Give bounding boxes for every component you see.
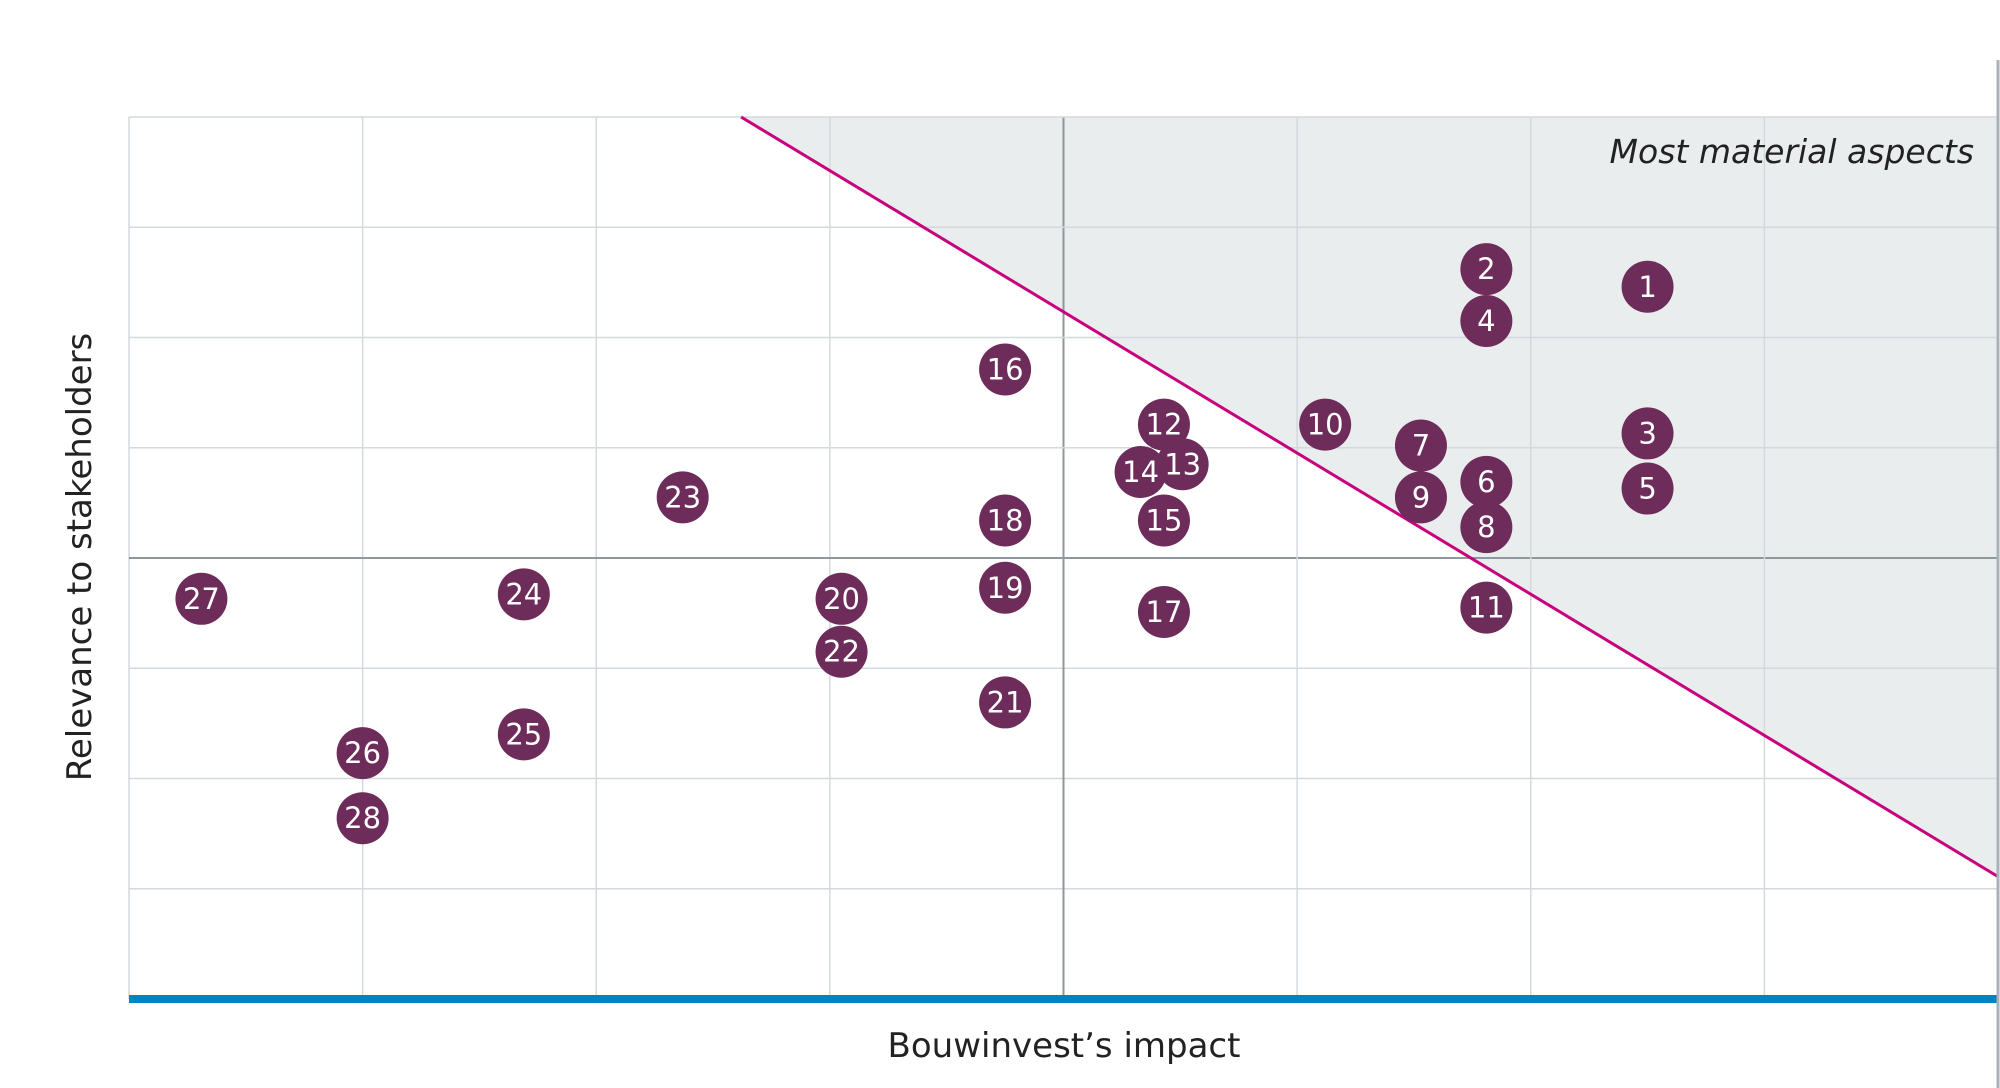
- data-point: 11: [1460, 581, 1513, 634]
- data-point-label: 28: [344, 801, 381, 835]
- data-point: 3: [1621, 407, 1674, 460]
- materiality-threshold-line: [740, 115, 1999, 878]
- data-point: 13: [1156, 438, 1209, 491]
- data-point-label: 13: [1164, 447, 1201, 481]
- data-point-label: 7: [1412, 429, 1430, 463]
- data-point: 17: [1137, 586, 1190, 639]
- data-point-bubble: [336, 727, 389, 780]
- data-point-label: 21: [987, 685, 1024, 719]
- data-point-label: 2: [1477, 252, 1495, 286]
- data-point-bubble: [979, 494, 1032, 547]
- data-point-label: 10: [1307, 408, 1344, 442]
- grid: [128, 116, 1999, 999]
- data-point-label: 26: [344, 736, 381, 770]
- data-point: 1: [1621, 260, 1674, 313]
- data-point-bubble: [1460, 501, 1513, 554]
- data-point-label: 18: [987, 504, 1024, 538]
- data-point: 9: [1394, 471, 1447, 524]
- data-point-bubble: [979, 561, 1032, 614]
- data-point: 5: [1621, 462, 1674, 515]
- data-point-bubble: [497, 708, 550, 761]
- data-point-bubble: [979, 676, 1032, 729]
- data-point-bubble: [336, 792, 389, 845]
- data-point: 27: [175, 572, 228, 625]
- data-point: 4: [1460, 294, 1513, 347]
- data-point: 22: [815, 625, 868, 678]
- data-point-bubble: [815, 572, 868, 625]
- annotation-most-material: Most material aspects: [1610, 132, 1974, 171]
- data-point-label: 17: [1146, 595, 1183, 629]
- data-point-label: 14: [1122, 455, 1159, 489]
- data-point: 15: [1137, 494, 1190, 547]
- data-point-label: 5: [1638, 472, 1656, 506]
- data-point: 14: [1114, 446, 1167, 499]
- data-point-bubble: [1394, 419, 1447, 472]
- data-point-label: 24: [505, 577, 542, 611]
- data-point-label: 20: [823, 582, 860, 616]
- data-point-label: 22: [823, 635, 860, 669]
- data-point-bubble: [1621, 407, 1674, 460]
- data-point: 12: [1137, 398, 1190, 451]
- x-axis-label: Bouwinvest’s impact: [888, 1026, 1241, 1066]
- data-point-label: 8: [1477, 510, 1495, 544]
- data-point: 7: [1394, 419, 1447, 472]
- data-point: 16: [979, 343, 1032, 396]
- data-point: 6: [1460, 455, 1513, 508]
- data-point-bubble: [175, 572, 228, 625]
- data-point: 21: [979, 676, 1032, 729]
- data-point: 19: [979, 561, 1032, 614]
- data-point-bubble: [1137, 494, 1190, 547]
- data-point-label: 27: [183, 582, 220, 616]
- data-point-label: 19: [987, 571, 1024, 605]
- data-point-label: 23: [664, 480, 701, 514]
- data-point-label: 1: [1638, 270, 1656, 304]
- data-point-bubble: [1299, 398, 1352, 451]
- data-point-label: 3: [1638, 416, 1656, 450]
- data-point-label: 16: [987, 352, 1024, 386]
- data-point: 25: [497, 708, 550, 761]
- data-point-bubble: [1460, 581, 1513, 634]
- data-point-bubble: [1460, 294, 1513, 347]
- data-point-bubble: [1621, 260, 1674, 313]
- data-point-label: 4: [1477, 304, 1495, 338]
- y-axis-label: Relevance to stakeholders: [60, 333, 100, 782]
- data-point-label: 25: [505, 717, 542, 751]
- data-point: 24: [497, 568, 550, 621]
- data-point-bubble: [1460, 455, 1513, 508]
- data-point-bubble: [1621, 462, 1674, 515]
- data-point-bubble: [1137, 586, 1190, 639]
- data-point: 10: [1299, 398, 1352, 451]
- data-point: 23: [656, 471, 709, 524]
- data-point: 26: [336, 727, 389, 780]
- data-point-bubble: [1114, 446, 1167, 499]
- data-point: 20: [815, 572, 868, 625]
- data-point-bubble: [656, 471, 709, 524]
- data-point-label: 9: [1412, 480, 1430, 514]
- data-point-label: 15: [1146, 504, 1183, 538]
- data-point-bubble: [1156, 438, 1209, 491]
- data-point-bubble: [1137, 398, 1190, 451]
- data-point: 18: [979, 494, 1032, 547]
- data-point-bubble: [979, 343, 1032, 396]
- data-point: 28: [336, 792, 389, 845]
- data-point-label: 12: [1146, 408, 1183, 442]
- points: 1234567891011121314151617181920212223242…: [175, 243, 1674, 845]
- data-point: 2: [1460, 243, 1513, 296]
- data-point: 8: [1460, 501, 1513, 554]
- data-point-label: 6: [1477, 465, 1495, 499]
- data-point-bubble: [815, 625, 868, 678]
- data-point-label: 11: [1468, 591, 1505, 625]
- data-point-bubble: [1460, 243, 1513, 296]
- data-point-bubble: [497, 568, 550, 621]
- data-point-bubble: [1394, 471, 1447, 524]
